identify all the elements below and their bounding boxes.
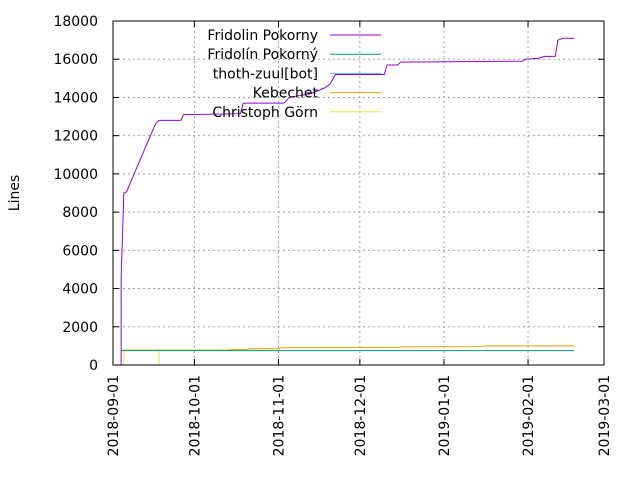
tick-marks bbox=[112, 20, 605, 366]
legend-label: Kebechet bbox=[253, 86, 319, 102]
grid bbox=[113, 21, 604, 365]
y-tick-label: 10000 bbox=[53, 167, 98, 183]
x-tick-label: 2019-03-01 bbox=[597, 375, 613, 456]
y-axis-label: Lines bbox=[7, 175, 23, 211]
y-tick-label: 8000 bbox=[62, 205, 98, 221]
y-tick-label: 18000 bbox=[53, 14, 98, 30]
series-group bbox=[120, 37, 575, 366]
series-line-3 bbox=[121, 345, 575, 351]
y-tick-label: 16000 bbox=[53, 52, 98, 68]
y-tick-labels: 0 2000 4000 6000 8000 10000 12000 14000 16000 180… bbox=[53, 14, 98, 374]
x-tick-label: 2019-02-01 bbox=[521, 375, 537, 456]
plot-frame bbox=[112, 20, 605, 366]
y-tick-label: 12000 bbox=[53, 129, 98, 145]
x-tick-label: 2018-10-01 bbox=[187, 375, 203, 456]
legend: Fridolin Pokorny Fridolín Pokorný thoth-zu… bbox=[207, 28, 381, 121]
x-tick-label: 2019-01-01 bbox=[437, 375, 453, 456]
legend-label: Fridolín Pokorný bbox=[207, 47, 318, 63]
y-tick-label: 0 bbox=[89, 358, 98, 374]
x-tick-labels: 2018-09-01 2018-10-01 2018-11-01 2018-12-01… bbox=[106, 375, 613, 456]
legend-label: thoth-zuul[bot] bbox=[213, 66, 318, 82]
y-tick-label: 6000 bbox=[62, 243, 98, 259]
x-tick-label: 2018-12-01 bbox=[353, 375, 369, 456]
legend-label: Christoph Görn bbox=[212, 105, 318, 121]
legend-label: Fridolin Pokorny bbox=[207, 28, 318, 44]
x-tick-label: 2018-09-01 bbox=[106, 375, 122, 456]
y-tick-label: 4000 bbox=[62, 282, 98, 298]
y-tick-label: 2000 bbox=[62, 320, 98, 336]
y-tick-label: 14000 bbox=[53, 90, 98, 106]
x-tick-label: 2018-11-01 bbox=[271, 375, 287, 456]
series-line-4 bbox=[123, 349, 160, 365]
series-line-0 bbox=[120, 37, 575, 365]
